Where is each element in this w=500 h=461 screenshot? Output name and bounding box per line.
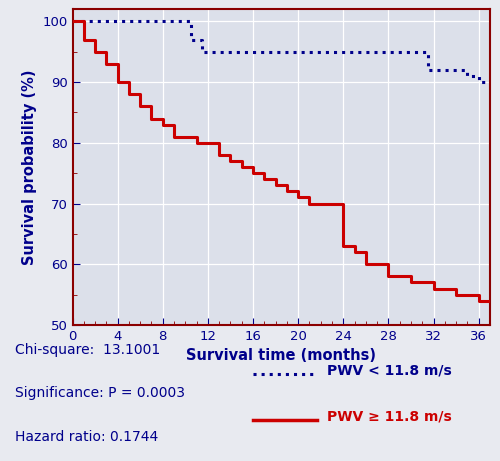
X-axis label: Survival time (months): Survival time (months) bbox=[186, 349, 376, 363]
Text: Significance: P = 0.0003: Significance: P = 0.0003 bbox=[15, 386, 185, 400]
Text: PWV < 11.8 m/s: PWV < 11.8 m/s bbox=[327, 364, 452, 378]
Text: Hazard ratio: 0.1744: Hazard ratio: 0.1744 bbox=[15, 430, 158, 444]
Text: Chi-square:  13.1001: Chi-square: 13.1001 bbox=[15, 343, 160, 357]
Text: PWV ≥ 11.8 m/s: PWV ≥ 11.8 m/s bbox=[327, 410, 452, 424]
Y-axis label: Survival probability (%): Survival probability (%) bbox=[22, 69, 37, 265]
